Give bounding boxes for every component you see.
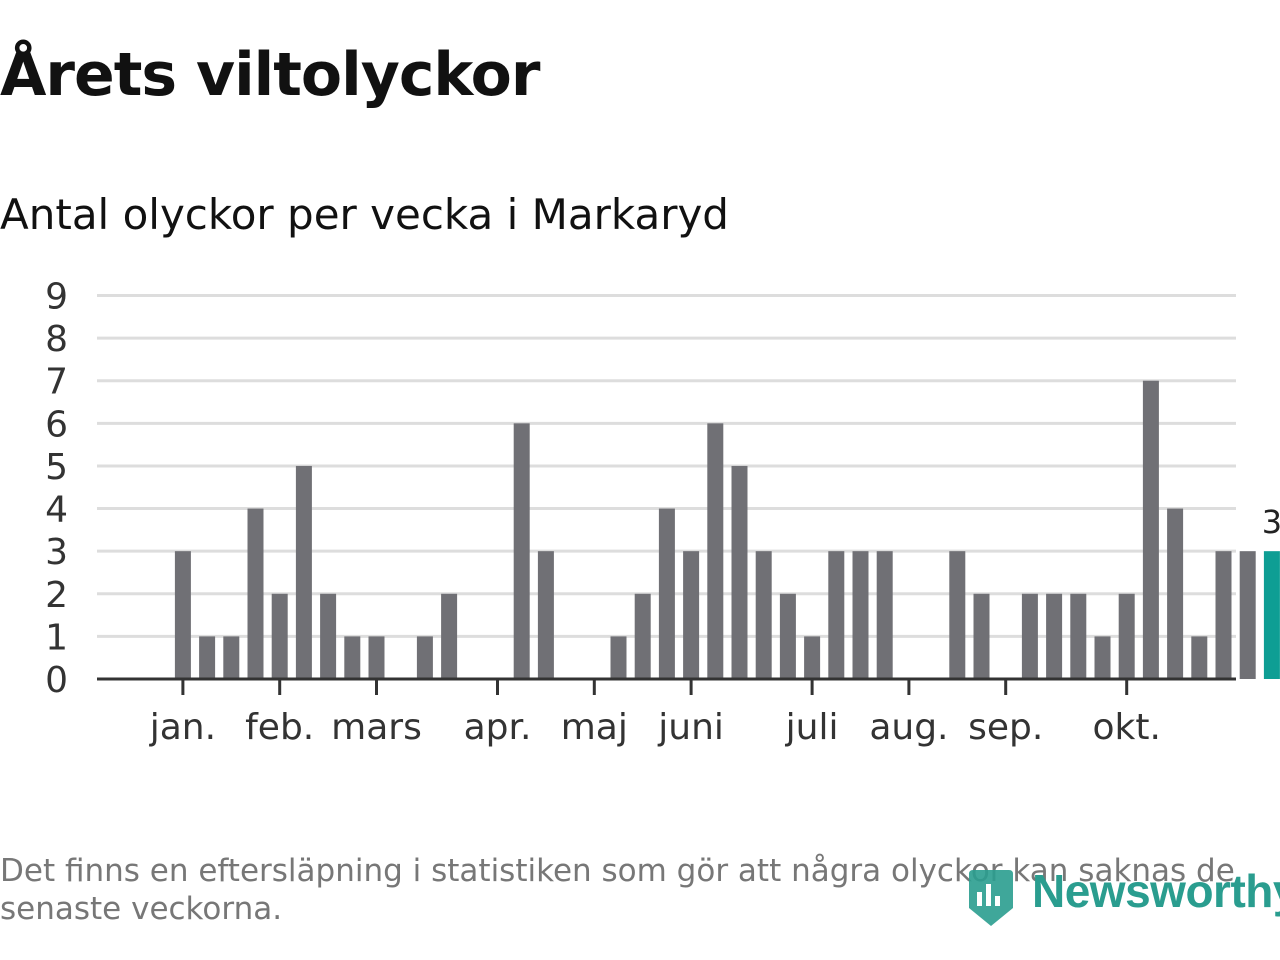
bar xyxy=(1191,636,1208,679)
chart-title: Årets viltolyckor xyxy=(0,40,540,110)
bar xyxy=(1070,593,1087,679)
bar xyxy=(174,551,191,679)
x-tick-label: sep. xyxy=(968,707,1043,748)
bar xyxy=(1142,380,1159,679)
bar xyxy=(634,593,651,679)
y-tick-label: 3 xyxy=(45,532,68,573)
bar xyxy=(271,593,288,679)
x-tick-label: aug. xyxy=(869,707,948,748)
x-tick-label: juli xyxy=(785,707,839,748)
bar xyxy=(199,636,216,679)
bar xyxy=(295,465,312,679)
bar xyxy=(804,636,821,679)
bar xyxy=(755,551,772,679)
bar xyxy=(1046,593,1063,679)
bar xyxy=(344,636,361,679)
bar xyxy=(707,423,724,679)
bar xyxy=(513,423,530,679)
x-tick-label: apr. xyxy=(464,707,532,748)
y-tick-label: 7 xyxy=(45,362,68,403)
bar xyxy=(973,593,990,679)
bar xyxy=(852,551,869,679)
x-axis-labels: jan. feb. mars apr. maj juni juli aug. sep. okt. xyxy=(149,679,1161,748)
bar xyxy=(779,593,796,679)
bar xyxy=(416,636,433,679)
x-tick-label: juni xyxy=(657,707,724,748)
footnote: Det finns en eftersläpning i statistiken… xyxy=(0,853,1235,927)
bar xyxy=(368,636,385,679)
bar xyxy=(683,551,700,679)
bar xyxy=(247,508,264,679)
y-tick-label: 9 xyxy=(45,277,68,318)
latest-value-label: 3 xyxy=(1262,503,1280,541)
bar xyxy=(1118,593,1135,679)
x-tick-label: maj xyxy=(561,707,628,748)
bar xyxy=(223,636,240,679)
annotations: 3 xyxy=(1262,503,1280,541)
bar xyxy=(441,593,458,679)
bars xyxy=(174,380,1280,679)
newsworthy-logo-text: Newsworthy xyxy=(1032,865,1280,917)
bar xyxy=(876,551,893,679)
bar-latest-week xyxy=(1263,551,1280,679)
bar xyxy=(731,465,748,679)
bar xyxy=(1021,593,1038,679)
bar xyxy=(1215,551,1232,679)
y-tick-label: 8 xyxy=(45,319,68,360)
y-tick-label: 0 xyxy=(45,660,68,701)
y-tick-label: 5 xyxy=(45,447,68,488)
newsworthy-logo-icon xyxy=(969,870,1013,926)
chart-subtitle: Antal olyckor per vecka i Markaryd xyxy=(0,190,729,239)
y-tick-label: 2 xyxy=(45,575,68,616)
bar xyxy=(1094,636,1111,679)
x-tick-label: okt. xyxy=(1092,707,1160,748)
y-tick-label: 4 xyxy=(45,490,68,531)
bar xyxy=(610,636,627,679)
newsworthy-logo: Newsworthy xyxy=(966,862,1280,928)
bar xyxy=(949,551,966,679)
bar xyxy=(1239,551,1256,679)
bar xyxy=(537,551,554,679)
x-tick-label: feb. xyxy=(245,707,314,748)
y-tick-label: 1 xyxy=(45,617,68,658)
y-tick-label: 6 xyxy=(45,404,68,445)
bar xyxy=(828,551,845,679)
bar xyxy=(1167,508,1184,679)
x-tick-label: jan. xyxy=(149,707,216,748)
bar xyxy=(658,508,675,679)
bar xyxy=(320,593,337,679)
x-tick-label: mars xyxy=(331,707,422,748)
